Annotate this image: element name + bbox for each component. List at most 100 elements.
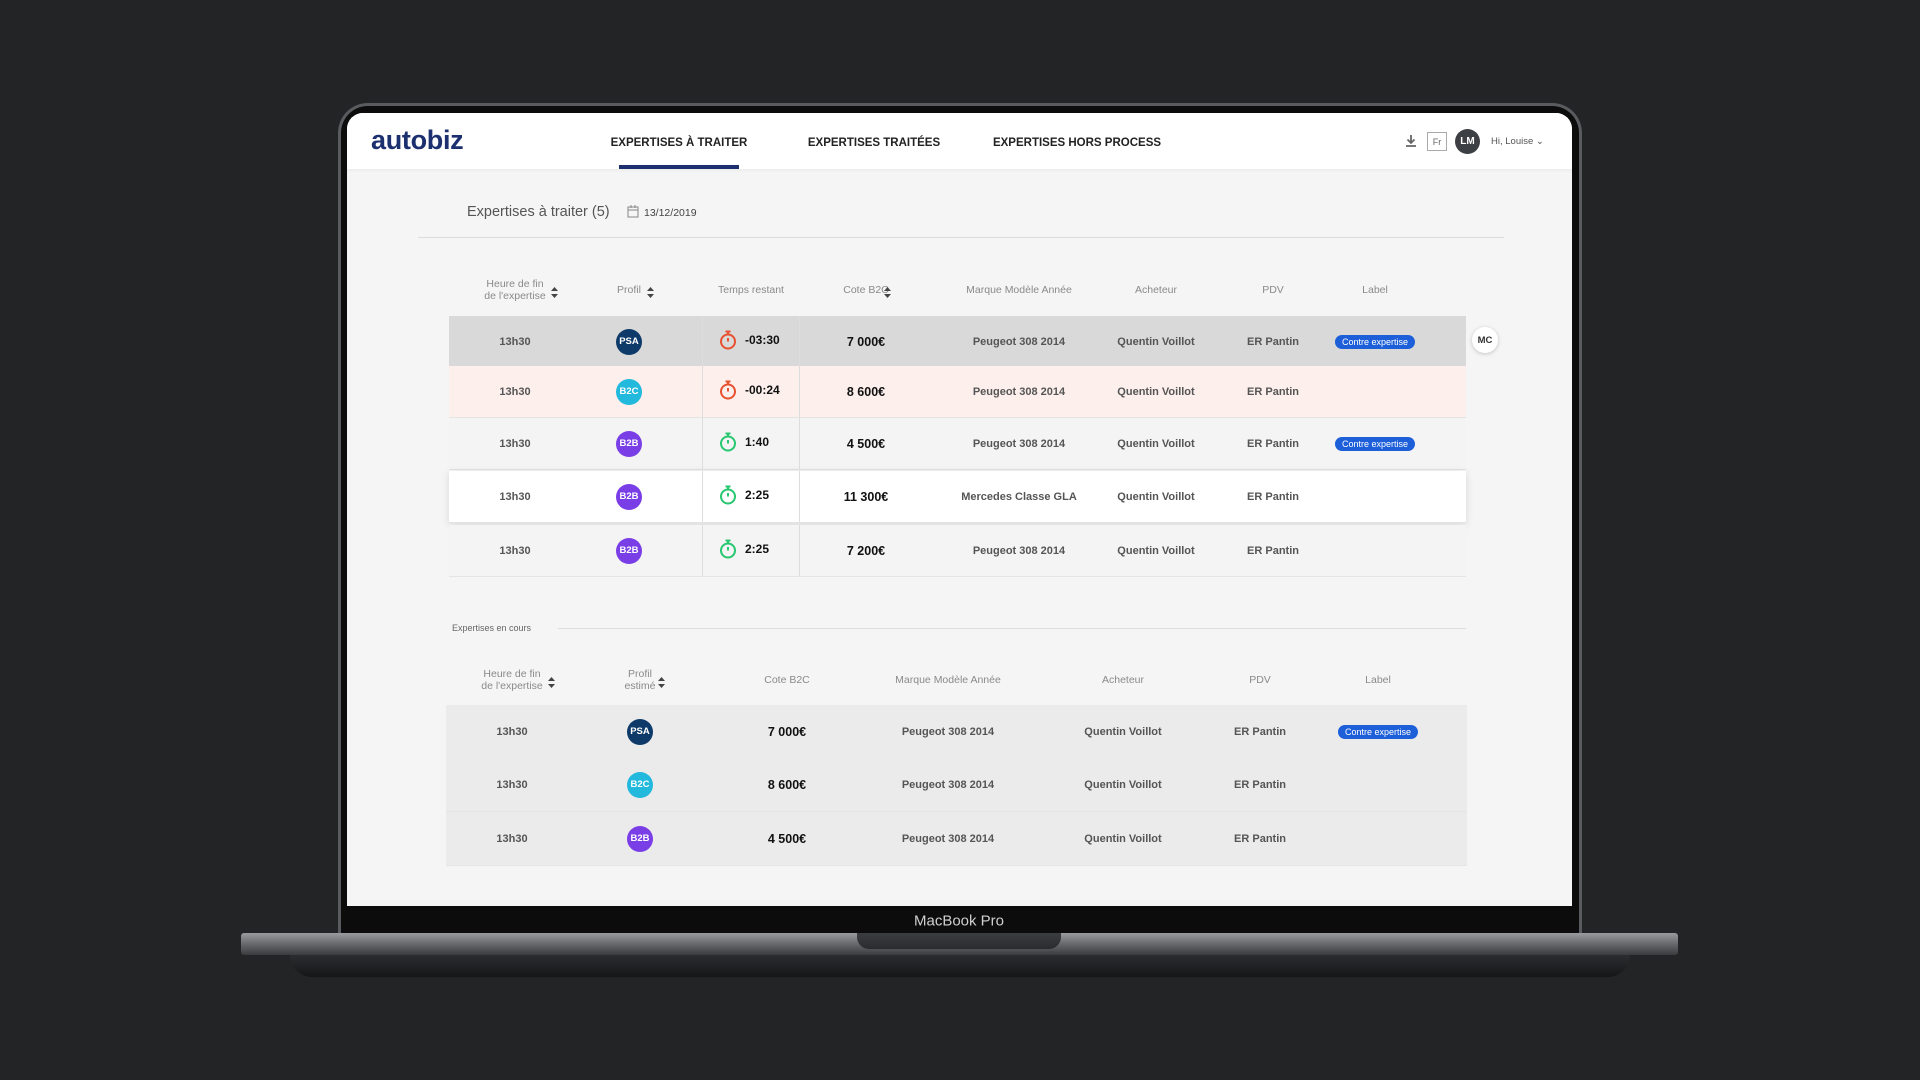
table-row[interactable]: 13h30 PSA -03:30 7 000€ Peugeot 308 2014 Quen…	[449, 316, 1466, 368]
pdv: ER Pantin	[1234, 778, 1286, 791]
table-row[interactable]: 13h30 B2C 8 600€ Peugeot 308 2014 Quentin Vo…	[446, 758, 1467, 812]
column-header: PDV	[1249, 674, 1271, 686]
table-row[interactable]: 13h30 B2B 4 500€ Peugeot 308 2014 Quentin Vo…	[446, 812, 1467, 866]
buyer: Quentin Voillot	[1117, 335, 1195, 348]
avatar[interactable]: LM	[1455, 129, 1480, 154]
price: 8 600€	[846, 384, 886, 399]
buyer: Quentin Voillot	[1117, 544, 1195, 557]
pdv: ER Pantin	[1247, 335, 1299, 348]
price: 7 200€	[846, 543, 886, 558]
column-header: Acheteur	[1101, 674, 1145, 686]
model: Peugeot 308 2014	[972, 335, 1066, 348]
column-header: Acheteur	[1134, 284, 1178, 296]
table-row[interactable]: 13h30 B2B 1:40 4 500€ Peugeot 308 2014 Quenti…	[449, 418, 1466, 470]
divider	[702, 525, 703, 576]
divider	[799, 471, 800, 522]
label-pill: Contre expertise	[1334, 334, 1416, 349]
model: Peugeot 308 2014	[972, 544, 1066, 557]
download-icon[interactable]	[1404, 134, 1418, 148]
timer-icon	[719, 380, 737, 400]
divider	[799, 418, 800, 469]
calendar-icon	[627, 205, 639, 218]
section-title: Expertises en cours	[452, 623, 532, 633]
profile-badge: B2B	[616, 430, 642, 457]
screen: autobiz EXPERTISES À TRAITER EXPERTISES …	[347, 113, 1572, 906]
table-row[interactable]: 13h30 B2B 2:25 7 200€ Peugeot 308 2014 Quenti…	[449, 525, 1466, 577]
divider	[799, 316, 800, 367]
price: 7 000€	[767, 724, 807, 739]
price: 4 500€	[767, 831, 807, 846]
column-header: Heure de fin de l'expertise	[481, 668, 543, 692]
profile-badge: PSA	[616, 328, 642, 355]
separator	[558, 628, 1466, 629]
sort-icon[interactable]	[548, 675, 555, 688]
table-row[interactable]: 13h30 PSA 7 000€ Peugeot 308 2014 Quentin Vo…	[446, 705, 1467, 759]
timer-icon	[719, 330, 737, 350]
time: 13h30	[499, 335, 531, 348]
time: 13h30	[496, 725, 528, 738]
buyer: Quentin Voillot	[1084, 832, 1162, 845]
pdv: ER Pantin	[1247, 385, 1299, 398]
profile-badge: B2B	[616, 483, 642, 510]
model: Peugeot 308 2014	[901, 778, 995, 791]
time: 13h30	[499, 544, 531, 557]
column-header: Heure de fin de l'expertise	[484, 278, 546, 302]
column-header: Marque Modèle Année	[966, 284, 1072, 296]
price: 4 500€	[846, 436, 886, 451]
sort-icon[interactable]	[884, 285, 891, 298]
divider	[799, 366, 800, 417]
divider	[702, 366, 703, 417]
buyer: Quentin Voillot	[1117, 385, 1195, 398]
table-row[interactable]: 13h30 B2B 2:25 11 300€ Mercedes Classe GLA Qu…	[449, 471, 1466, 523]
laptop-notch	[857, 933, 1061, 949]
model: Peugeot 308 2014	[901, 725, 995, 738]
sort-icon[interactable]	[647, 285, 654, 298]
time: 13h30	[496, 832, 528, 845]
profile-badge: B2B	[616, 537, 642, 564]
label-pill: Contre expertise	[1334, 436, 1416, 451]
pdv: ER Pantin	[1247, 544, 1299, 557]
remaining-time: 1:40	[745, 435, 770, 449]
tab[interactable]: EXPERTISES À TRAITER	[610, 137, 748, 149]
remaining-time: 2:25	[745, 488, 770, 502]
sort-icon[interactable]	[658, 675, 665, 688]
timer-icon	[719, 432, 737, 452]
column-header: Temps restant	[718, 284, 784, 296]
time: 13h30	[499, 385, 531, 398]
row-badge[interactable]: MC	[1472, 327, 1498, 353]
tab[interactable]: EXPERTISES TRAITÉES	[807, 137, 941, 149]
timer-icon	[719, 485, 737, 505]
profile-badge: B2C	[616, 378, 642, 405]
table-row[interactable]: 13h30 B2C -00:24 8 600€ Peugeot 308 2014 Quen…	[449, 366, 1466, 418]
logo[interactable]: autobiz	[371, 125, 464, 155]
tab[interactable]: EXPERTISES HORS PROCESS	[992, 137, 1162, 149]
column-header: Label	[1365, 674, 1391, 686]
buyer: Quentin Voillot	[1117, 490, 1195, 503]
column-header: Profil	[617, 284, 641, 296]
sort-icon[interactable]	[551, 285, 558, 298]
date: 13/12/2019	[644, 207, 697, 219]
pdv: ER Pantin	[1247, 490, 1299, 503]
top-bar: autobiz EXPERTISES À TRAITER EXPERTISES …	[347, 113, 1572, 169]
greeting[interactable]: Hi, Louise ⌄	[1491, 136, 1544, 147]
column-header: Cote B2C	[764, 674, 810, 686]
buyer: Quentin Voillot	[1084, 725, 1162, 738]
greeting-text[interactable]: Hi, Louise	[1491, 136, 1534, 147]
model: Peugeot 308 2014	[901, 832, 995, 845]
device-label: MacBook Pro	[913, 912, 1005, 930]
tab-underline	[619, 165, 739, 169]
pdv: ER Pantin	[1234, 832, 1286, 845]
divider	[702, 471, 703, 522]
pdv: ER Pantin	[1234, 725, 1286, 738]
price: 7 000€	[846, 334, 886, 349]
lang-button[interactable]: Fr	[1427, 132, 1447, 151]
laptop-lip	[290, 955, 1630, 977]
divider	[702, 418, 703, 469]
price: 8 600€	[767, 777, 807, 792]
pdv: ER Pantin	[1247, 437, 1299, 450]
remaining-time: -03:30	[745, 333, 780, 347]
model: Mercedes Classe GLA	[961, 490, 1077, 503]
divider	[799, 525, 800, 576]
time: 13h30	[499, 490, 531, 503]
